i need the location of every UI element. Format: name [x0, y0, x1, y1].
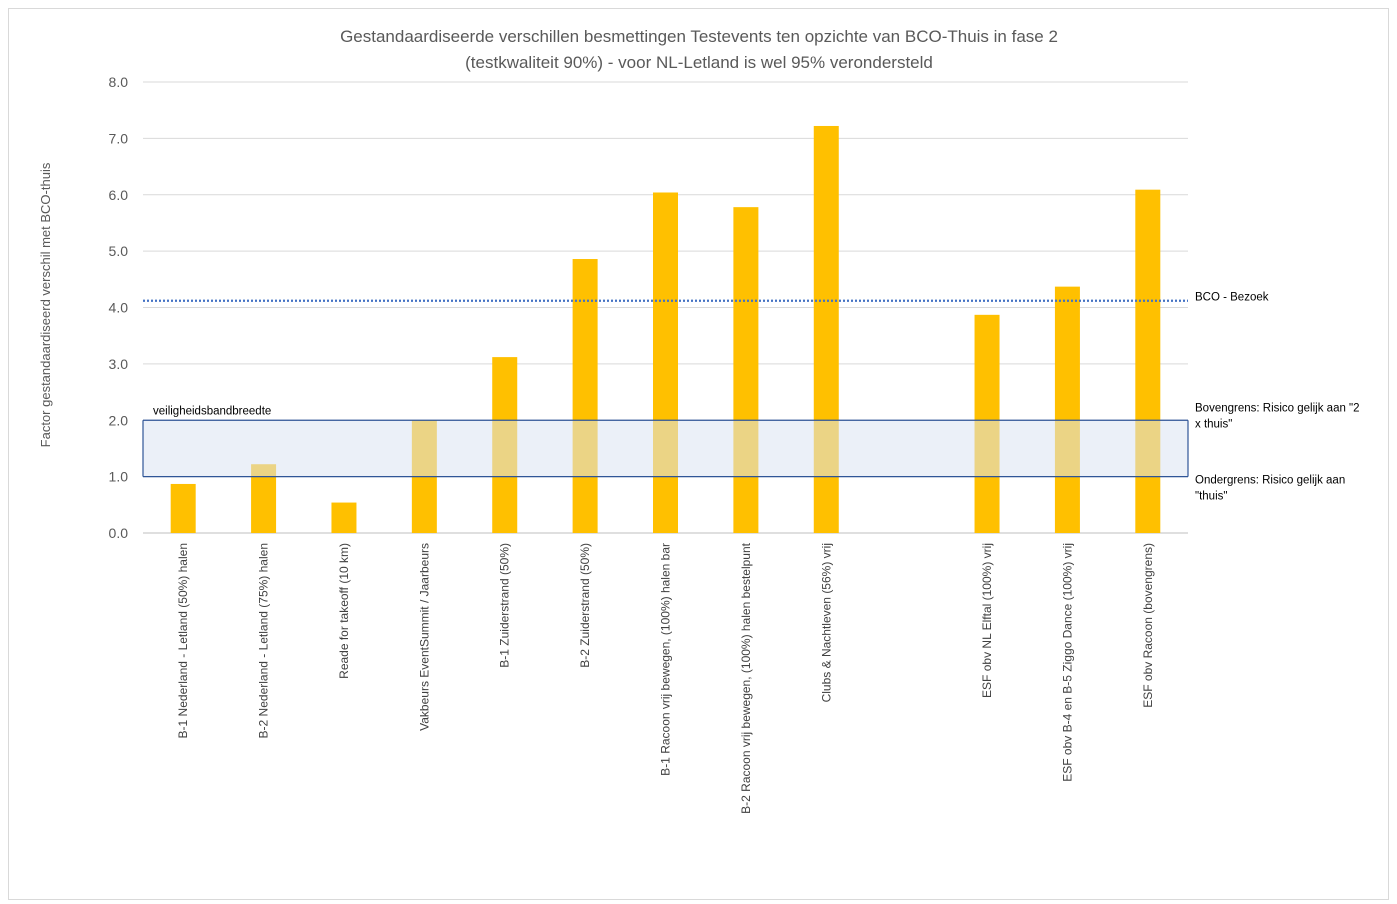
- band-upper-label: x thuis": [1195, 418, 1232, 430]
- y-tick-label: 2.0: [109, 412, 129, 428]
- y-axis-label: Factor gestandaardiseerd verschil met BC…: [38, 162, 53, 447]
- x-category-label: ESF obv NL Elftal (100%) vrij: [980, 543, 994, 698]
- band-label: veiligheidsbandbreedte: [153, 405, 271, 417]
- bar: [733, 207, 759, 533]
- y-tick-label: 1.0: [109, 469, 129, 485]
- x-category-label: B-1 Nederland - Letland (50%) halen: [176, 543, 190, 738]
- x-category-label: B-1 Zuiderstrand (50%): [498, 543, 512, 668]
- y-tick-label: 3.0: [109, 356, 129, 372]
- x-category-label: ESF obv Racoon (bovengrens): [1141, 543, 1155, 708]
- band-upper-label: Bovengrens: Risico gelijk aan "2: [1195, 402, 1360, 414]
- bar: [1135, 189, 1161, 533]
- x-category-label: ESF obv B-4 en B-5 Ziggo Dance (100%) vr…: [1060, 543, 1074, 782]
- band-lower-label: "thuis": [1195, 491, 1227, 503]
- bar: [1054, 286, 1080, 533]
- safety-band: [143, 420, 1188, 477]
- y-tick-label: 4.0: [109, 300, 129, 316]
- x-category-label: B-2 Zuiderstrand (50%): [578, 543, 592, 668]
- chart-frame: [8, 8, 1389, 900]
- bar: [653, 192, 678, 533]
- y-tick-label: 8.0: [109, 74, 129, 90]
- reference-line-label: BCO - Bezoek: [1195, 292, 1269, 304]
- bar: [331, 502, 357, 533]
- y-tick-label: 5.0: [109, 243, 129, 259]
- x-category-label: Vakbeurs EventSummit / Jaarbeurs: [417, 543, 431, 731]
- x-category-label: B-2 Racoon vrij bewegen, (100%) halen be…: [739, 542, 753, 813]
- chart-title-line-2: (testkwaliteit 90%) - voor NL-Letland is…: [465, 53, 933, 72]
- y-tick-label: 0.0: [109, 525, 129, 541]
- x-category-label: Clubs & Nachtleven (56%) vrij: [819, 543, 833, 702]
- x-category-label: B-1 Racoon vrij bewegen, (100%) halen ba…: [659, 543, 673, 776]
- y-tick-label: 6.0: [109, 187, 129, 203]
- chart-title-line-1: Gestandaardiseerde verschillen besmettin…: [340, 27, 1058, 46]
- bar: [572, 259, 598, 533]
- bar: [170, 483, 196, 533]
- x-category-label: Reade for takeoff (10 km): [337, 543, 351, 679]
- x-category-label: B-2 Nederland - Letland (75%) halen: [257, 543, 271, 738]
- y-tick-label: 7.0: [109, 130, 129, 146]
- band-lower-label: Ondergrens: Risico gelijk aan: [1195, 475, 1345, 487]
